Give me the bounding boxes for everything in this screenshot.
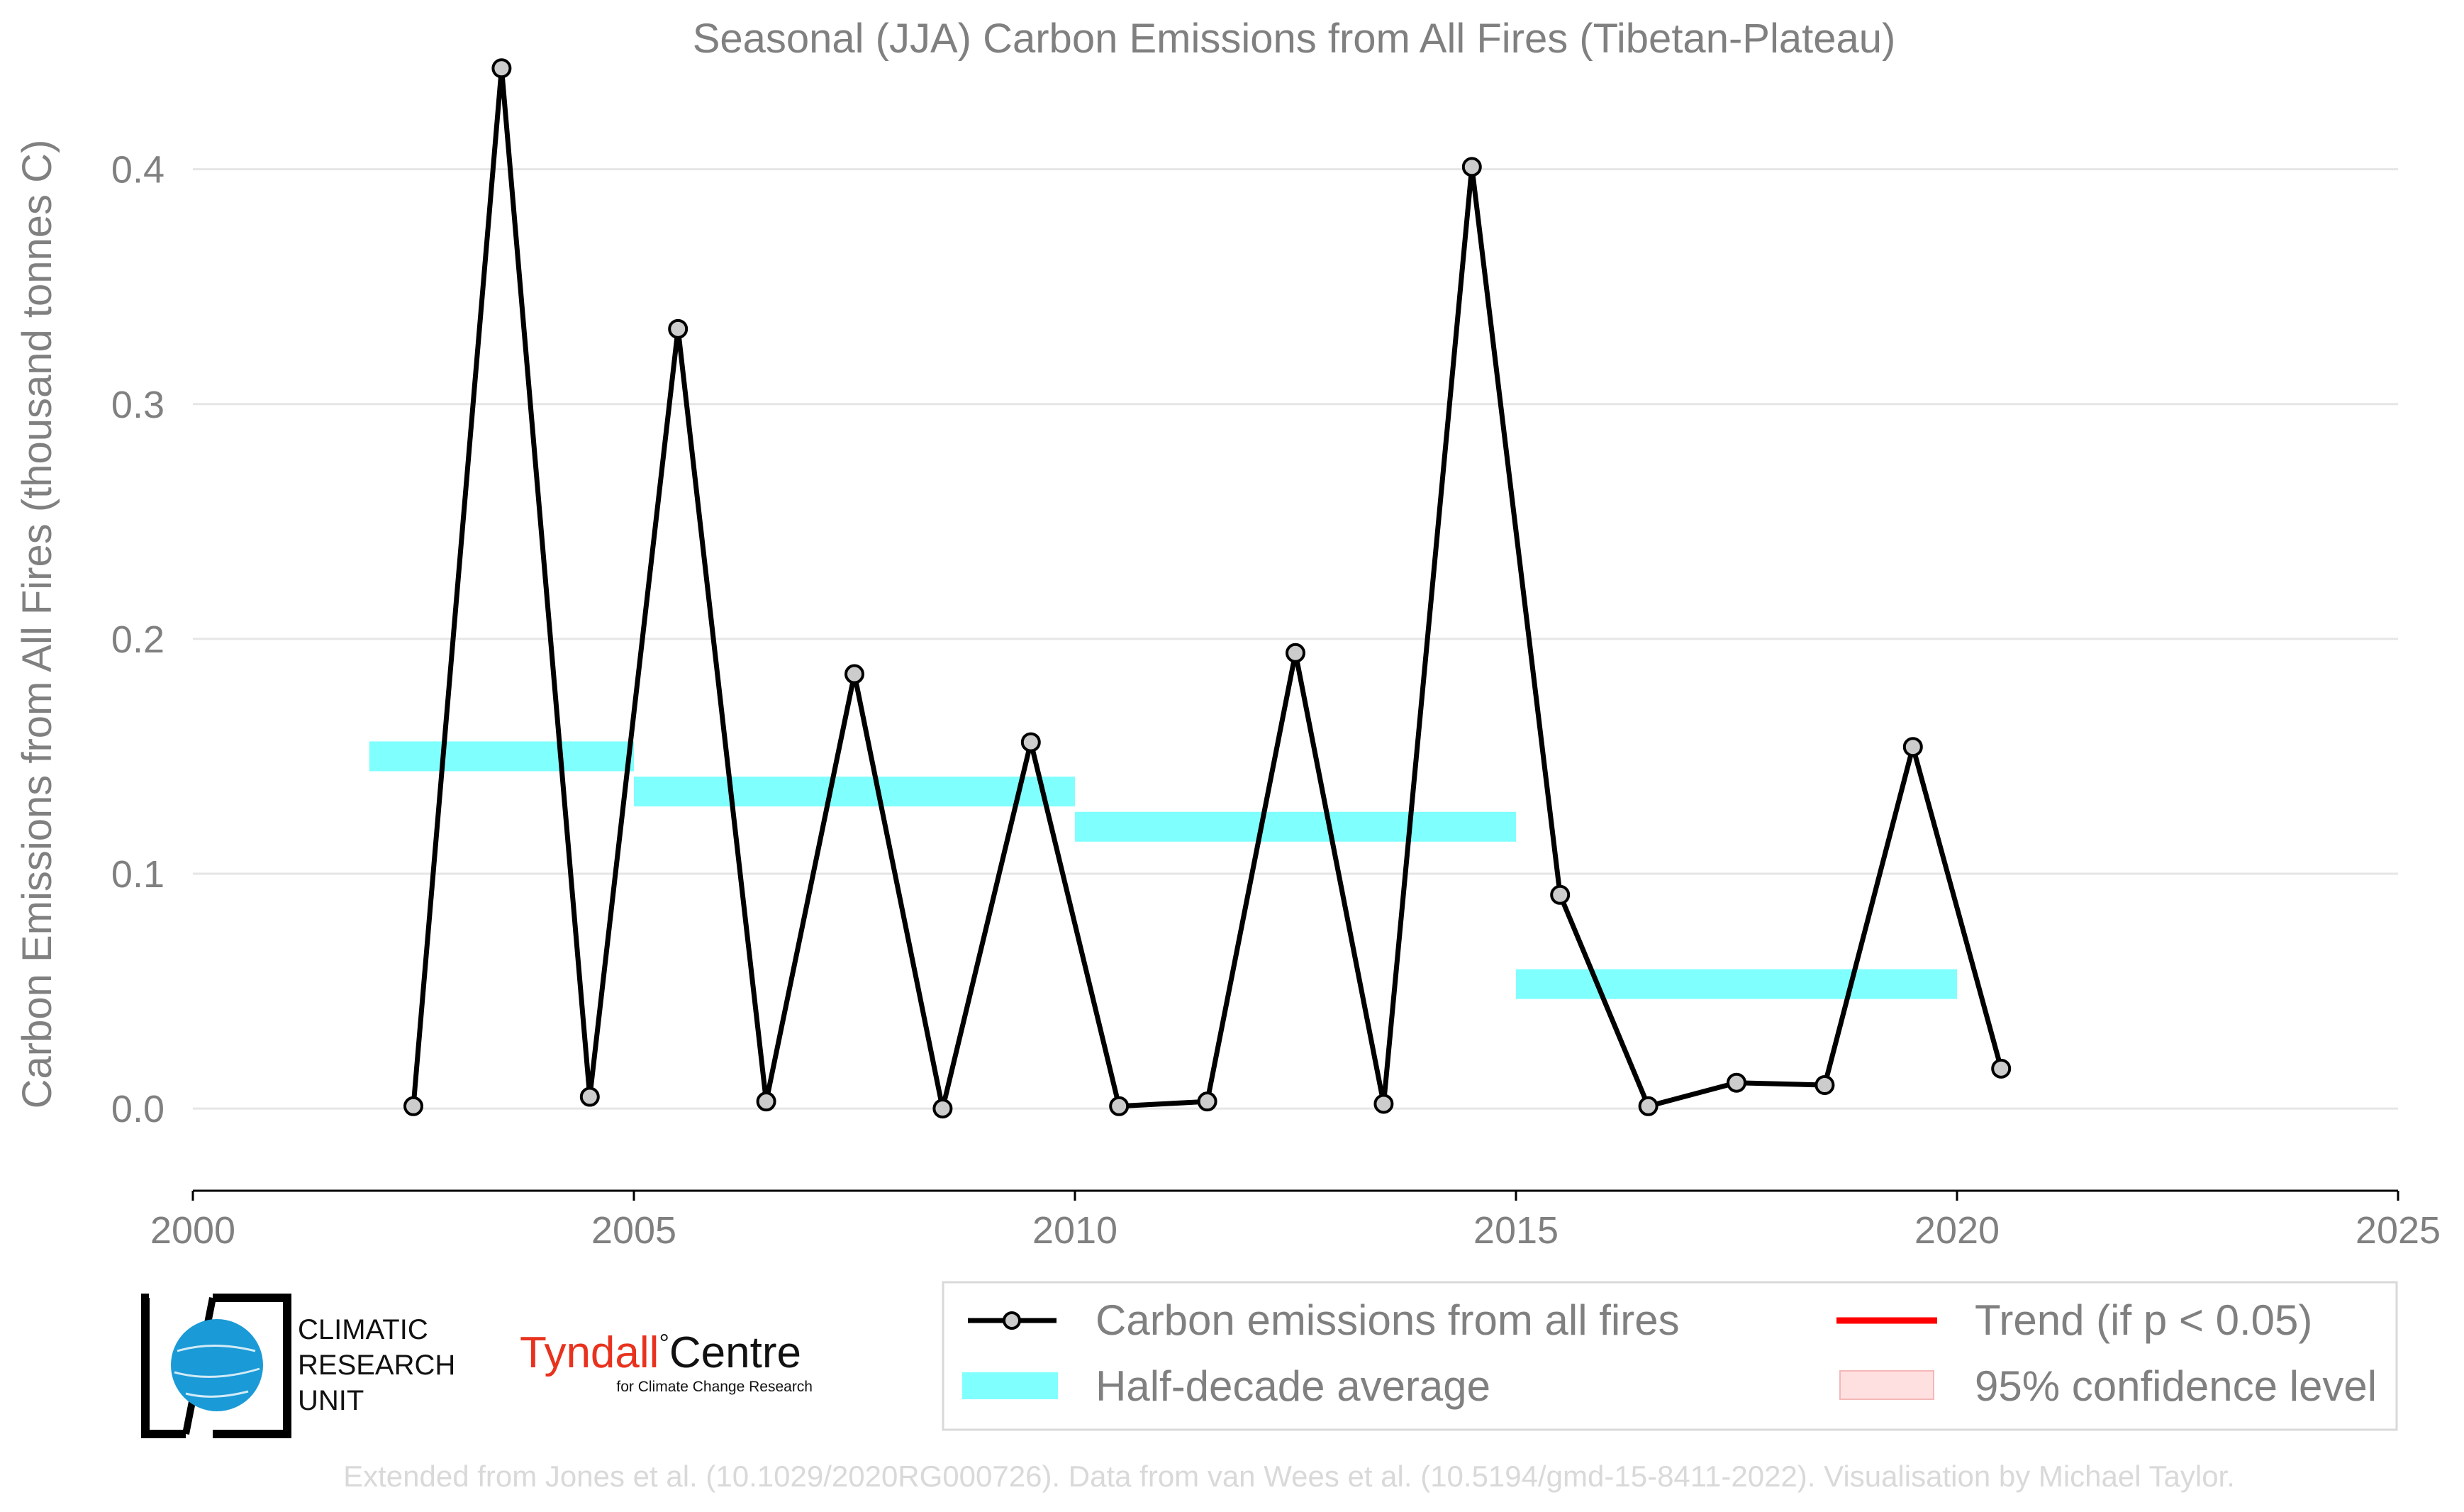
grid-lines [193,168,2398,1110]
emissions-point [579,1086,600,1107]
chart-title: Seasonal (JJA) Carbon Emissions from All… [693,16,1896,62]
legend-label-trend: Trend (if p < 0.05) [1975,1296,2312,1344]
emissions-point [1286,643,1305,663]
emissions-point [756,1091,776,1112]
legend-item-trend: Trend (if p < 0.05) [1836,1296,2312,1344]
emissions-point [932,1099,953,1119]
half-decade-bar [1075,811,1516,842]
emissions-point [1638,1096,1659,1116]
emissions-point [1461,157,1482,177]
emissions-point [1814,1075,1835,1095]
emissions-point [1550,884,1571,905]
tyndall-subtitle: for Climate Change Research [616,1379,813,1395]
legend-item-emissions: Carbon emissions from all fires [968,1296,1680,1344]
emissions-point [403,1096,423,1116]
emissions-point [1902,737,1923,757]
cru-text-line-1: CLIMATIC [298,1314,428,1345]
x-tick-label: 2015 [1473,1209,1559,1252]
legend-item-half-decade: Half-decade average [962,1362,1490,1410]
half-decade-bar [1516,969,1957,999]
cru-text-line-2: RESEARCH [298,1350,455,1381]
legend-box [942,1281,2398,1431]
x-tick-label: 2005 [591,1209,676,1252]
tyndall-degree: ° [659,1328,669,1357]
tyndall-logo: Tyndall°Centre for Climate Change Resear… [520,1328,813,1395]
legend-confidence-swatch [1839,1370,1934,1400]
y-tick-label: 0.3 [111,384,165,426]
x-tick-label: 2025 [2356,1209,2441,1252]
legend-label-emissions: Carbon emissions from all fires [1096,1296,1680,1344]
half-decade-average-bars [369,741,1957,999]
x-ticks: 2000 2005 2010 2015 2020 2025 [150,1191,2441,1252]
tyndall-centre-word: Centre [669,1328,801,1377]
x-tick-label: 2020 [1914,1209,2000,1252]
svg-text:Tyndall°Centre: Tyndall°Centre [520,1328,801,1377]
emissions-point [844,664,864,684]
legend-marker-swatch [1003,1311,1021,1330]
legend-half-decade-swatch [962,1372,1058,1399]
half-decade-bar [634,777,1075,807]
emissions-point [1991,1058,2012,1079]
cru-text-line-3: UNIT [298,1385,364,1416]
legend-item-confidence: 95% confidence level [1839,1362,2377,1410]
y-tick-label: 0.4 [111,149,165,191]
y-tick-label: 0.1 [111,853,165,896]
legend-label-half-decade: Half-decade average [1096,1362,1490,1410]
emissions-point [1727,1072,1746,1093]
emissions-point [668,318,689,339]
x-tick-label: 2010 [1032,1209,1117,1252]
emissions-points [403,58,2012,1119]
emissions-point [1109,1096,1130,1116]
half-decade-bar [369,741,634,772]
cru-bracket-icon [141,1294,291,1438]
tyndall-word: Tyndall [520,1328,659,1377]
y-axis-label: Carbon Emissions from All Fires (thousan… [14,140,60,1109]
cru-logo: CLIMATIC RESEARCH UNIT [141,1294,455,1438]
emissions-line-series [411,68,2004,1109]
emissions-point [1020,732,1041,752]
legend-label-confidence: 95% confidence level [1975,1362,2377,1410]
y-tick-label: 0.2 [111,618,165,661]
emissions-point [491,58,512,79]
emissions-point [1373,1094,1394,1114]
x-tick-label: 2000 [150,1209,235,1252]
y-tick-labels: 0.0 0.1 0.2 0.3 0.4 [111,149,165,1130]
globe-icon [171,1319,263,1411]
emissions-line [411,68,2004,1109]
credit-text: Extended from Jones et al. (10.1029/2020… [343,1460,2235,1493]
emissions-point [1197,1091,1217,1112]
legend: Carbon emissions from all fires Trend (i… [942,1281,2398,1431]
y-tick-label: 0.0 [111,1088,165,1130]
